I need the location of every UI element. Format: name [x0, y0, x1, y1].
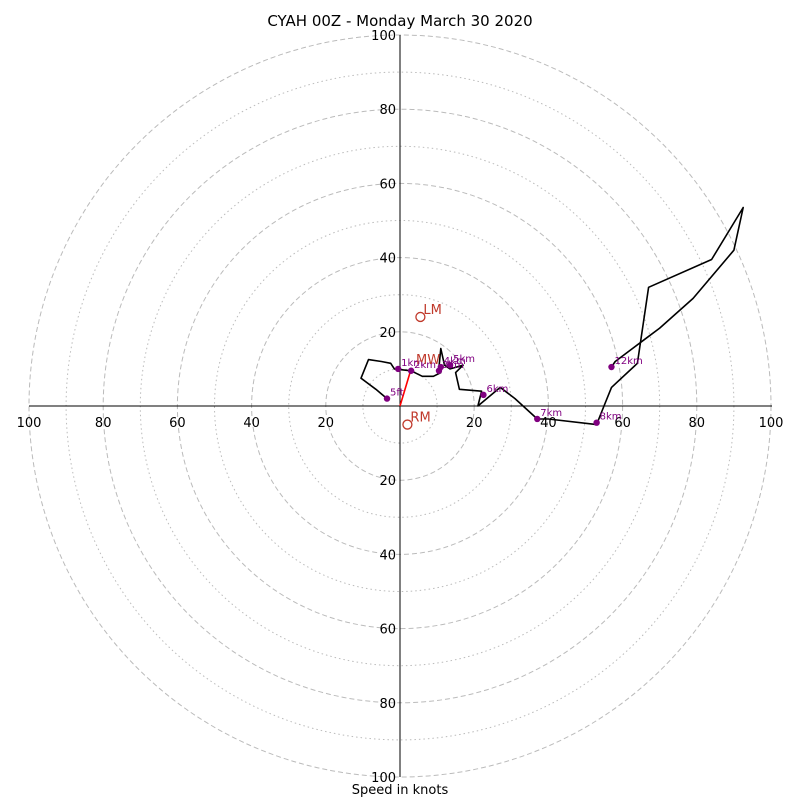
x-tick-label: 40	[243, 416, 260, 431]
hodograph-trace	[360, 206, 745, 426]
height-marker-label: 5km	[453, 354, 475, 365]
height-marker-label: 5ft	[390, 388, 404, 399]
storm-motion-marker	[402, 419, 413, 430]
x-tick-label: 60	[614, 416, 631, 431]
tick-labels: 1001008080606040402020202040406060808010…	[17, 29, 784, 786]
storm-motion-label: LM	[423, 303, 441, 318]
y-tick-label: 60	[379, 623, 396, 638]
storm-motion-label: MW	[416, 353, 440, 368]
height-markers-layer: 5ft1km2km3km4km5km6km7km8km12km	[383, 354, 643, 426]
height-marker	[394, 365, 402, 373]
height-marker	[593, 419, 600, 426]
y-tick-label: 60	[379, 177, 396, 192]
storm-motion-label: RM	[410, 411, 430, 426]
height-marker	[608, 363, 615, 371]
y-tick-label: 100	[371, 29, 396, 44]
height-marker	[383, 395, 391, 402]
shear-vector-layer	[399, 368, 412, 407]
chart-title: CYAH 00Z - Monday March 30 2020	[267, 12, 533, 30]
hodograph-trace-layer	[360, 206, 745, 426]
y-tick-label: 100	[371, 771, 396, 786]
y-tick-label: 20	[379, 474, 396, 489]
y-tick-label: 40	[379, 252, 396, 267]
y-tick-label: 40	[379, 548, 396, 563]
x-tick-label: 100	[17, 416, 42, 431]
height-marker	[480, 391, 487, 399]
height-marker-label: 4km	[444, 356, 466, 367]
y-tick-label: 20	[379, 326, 396, 341]
height-marker-label: 8km	[600, 412, 622, 423]
y-tick-label: 80	[379, 103, 396, 118]
x-tick-label: 20	[318, 416, 335, 431]
height-marker	[534, 415, 541, 423]
x-tick-label: 20	[466, 416, 483, 431]
x-tick-label: 100	[759, 416, 784, 431]
height-marker-label: 2km	[414, 360, 436, 371]
x-axis-label: Speed in knots	[351, 783, 449, 798]
height-marker-label: 6km	[486, 384, 508, 395]
y-tick-label: 80	[379, 697, 396, 712]
x-tick-label: 60	[169, 416, 186, 431]
height-marker-label: 7km	[540, 408, 562, 419]
height-marker	[437, 363, 445, 371]
shear-vector	[399, 368, 412, 407]
height-marker-label: 1km	[401, 358, 423, 369]
storm-motion-layer: LM RM MW	[402, 303, 442, 430]
x-tick-label: 80	[95, 416, 112, 431]
height-marker-label: 12km	[614, 356, 642, 367]
height-marker	[407, 367, 415, 374]
height-marker	[446, 361, 454, 369]
x-tick-label: 80	[689, 416, 706, 431]
storm-motion-marker	[415, 311, 426, 323]
